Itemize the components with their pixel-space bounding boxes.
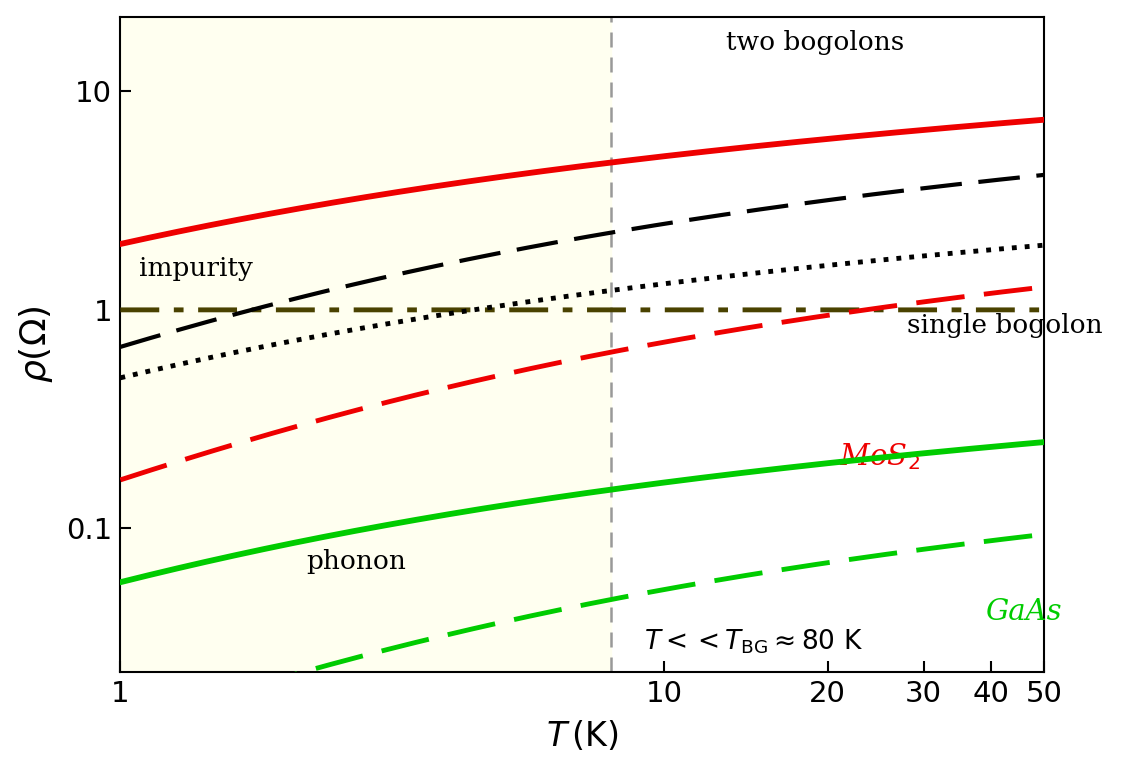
Text: MoS$_2$: MoS$_2$ [840, 441, 921, 472]
Text: phonon: phonon [307, 548, 407, 574]
X-axis label: $T\,\mathrm{(K)}$: $T\,\mathrm{(K)}$ [545, 719, 619, 753]
Bar [121, 17, 612, 672]
Text: GaAs: GaAs [985, 598, 1062, 626]
Text: single bogolon: single bogolon [907, 313, 1103, 339]
Y-axis label: $\rho(\Omega)$: $\rho(\Omega)$ [17, 306, 55, 383]
Text: $T << T_{\mathrm{BG}} \approx 80\ \mathrm{K}$: $T << T_{\mathrm{BG}} \approx 80\ \mathr… [645, 627, 863, 655]
Text: two bogolons: two bogolons [726, 30, 904, 55]
Text: impurity: impurity [139, 256, 252, 281]
